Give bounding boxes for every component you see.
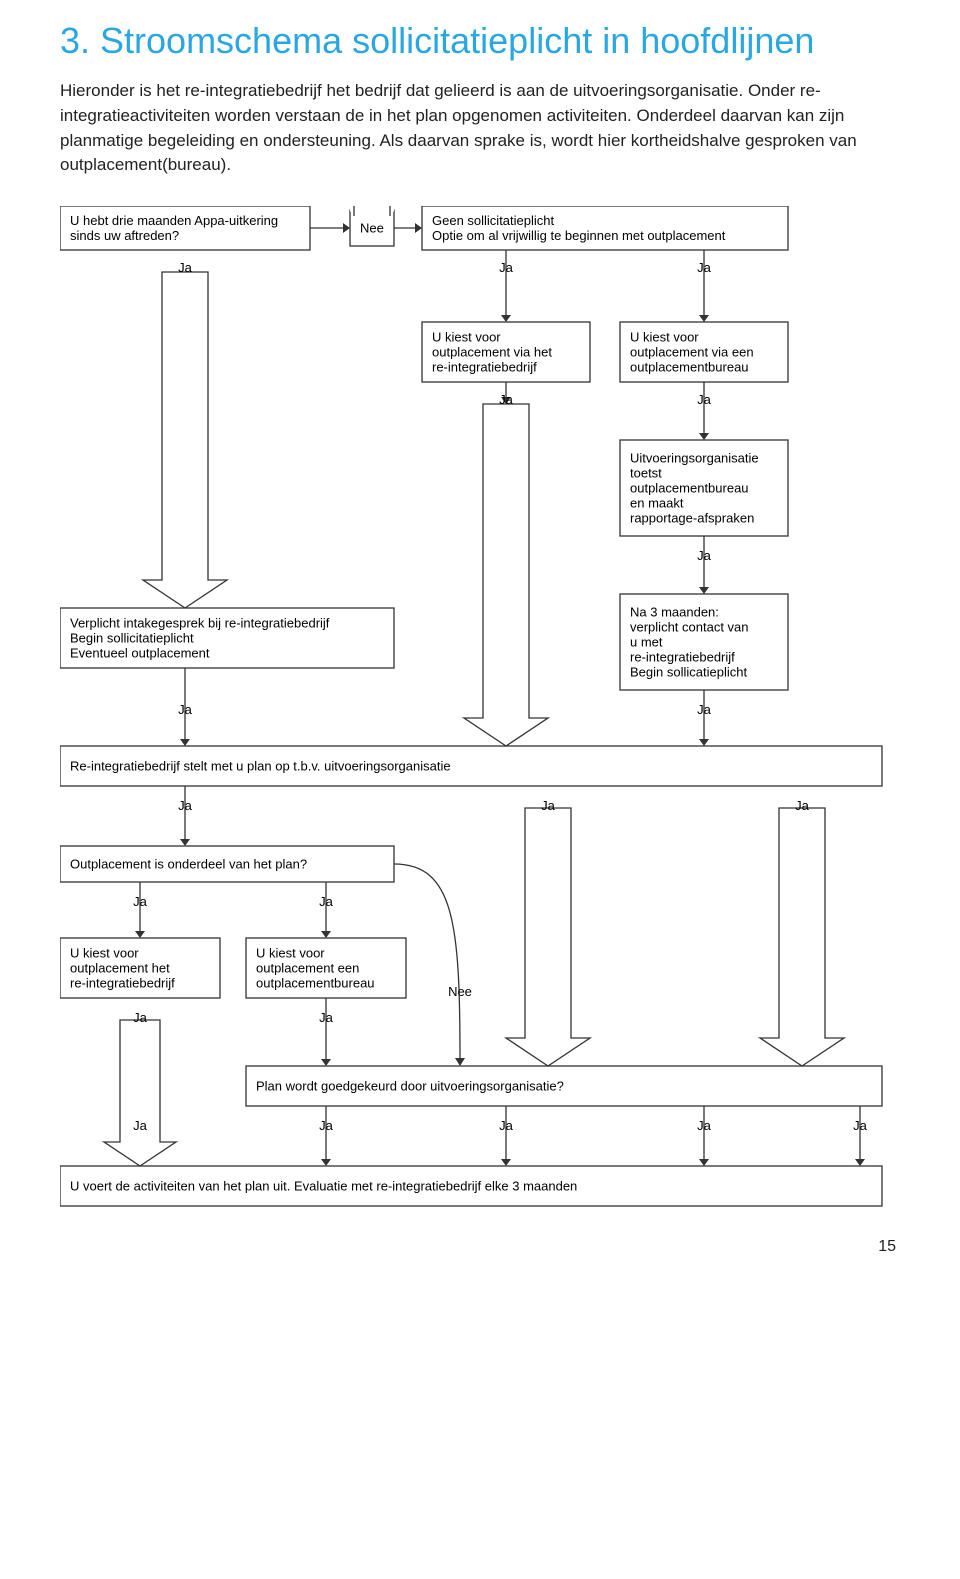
label-ja: Ja: [178, 798, 193, 813]
svg-text:outplacement via een: outplacement via een: [630, 344, 754, 359]
svg-text:U kiest voor: U kiest voor: [432, 329, 501, 344]
svg-text:Begin sollicatieplicht: Begin sollicatieplicht: [630, 664, 747, 679]
page-number: 15: [60, 1238, 900, 1256]
svg-text:Plan wordt goedgekeurd door ui: Plan wordt goedgekeurd door uitvoeringso…: [256, 1078, 564, 1093]
svg-text:toetst: toetst: [630, 465, 662, 480]
svg-text:Re-integratiebedrijf stelt met: Re-integratiebedrijf stelt met u plan op…: [70, 758, 451, 773]
svg-text:Verplicht intakegesprek bij re: Verplicht intakegesprek bij re-integrati…: [70, 615, 330, 630]
label-ja: Ja: [697, 392, 712, 407]
svg-text:U kiest voor: U kiest voor: [256, 945, 325, 960]
label-ja: Ja: [795, 798, 810, 813]
svg-text:outplacementbureau: outplacementbureau: [630, 480, 749, 495]
svg-text:outplacementbureau: outplacementbureau: [630, 359, 749, 374]
label-ja: Ja: [178, 260, 193, 275]
intro-paragraph: Hieronder is het re-integratiebedrijf he…: [60, 79, 900, 178]
svg-text:outplacement het: outplacement het: [70, 960, 170, 975]
flowchart-container: U hebt drie maanden Appa-uitkeringsinds …: [60, 206, 900, 1226]
label-ja: Ja: [853, 1118, 868, 1133]
label-ja: Ja: [499, 260, 514, 275]
label-nee: Nee: [448, 984, 472, 999]
svg-text:Uitvoeringsorganisatie: Uitvoeringsorganisatie: [630, 450, 759, 465]
svg-text:U kiest voor: U kiest voor: [70, 945, 139, 960]
svg-text:Nee: Nee: [360, 220, 384, 235]
label-ja: Ja: [133, 1010, 148, 1025]
svg-text:U kiest voor: U kiest voor: [630, 329, 699, 344]
big-arrow: [104, 1020, 176, 1166]
svg-text:re-integratiebedrijf: re-integratiebedrijf: [630, 649, 735, 664]
svg-text:outplacementbureau: outplacementbureau: [256, 975, 375, 990]
page-title: 3. Stroomschema sollicitatieplicht in ho…: [60, 20, 900, 61]
big-arrow: [464, 404, 548, 746]
svg-text:Geen sollicitatieplicht: Geen sollicitatieplicht: [432, 213, 555, 228]
svg-text:u met: u met: [630, 634, 663, 649]
svg-text:sinds uw aftreden?: sinds uw aftreden?: [70, 228, 179, 243]
svg-text:U hebt drie maanden Appa-uitke: U hebt drie maanden Appa-uitkering: [70, 213, 278, 228]
svg-text:Eventueel outplacement: Eventueel outplacement: [70, 645, 210, 660]
svg-text:Begin sollicitatieplicht: Begin sollicitatieplicht: [70, 630, 194, 645]
label-ja: Ja: [178, 702, 193, 717]
svg-text:U voert de activiteiten van he: U voert de activiteiten van het plan uit…: [70, 1178, 577, 1193]
svg-text:re-integratiebedrijf: re-integratiebedrijf: [70, 975, 175, 990]
label-ja: Ja: [319, 1118, 334, 1133]
svg-text:verplicht contact van: verplicht contact van: [630, 619, 749, 634]
label-ja: Ja: [319, 1010, 334, 1025]
label-ja: Ja: [499, 1118, 514, 1133]
big-arrow: [760, 808, 844, 1066]
big-arrow: [143, 272, 227, 608]
svg-text:rapportage-afspraken: rapportage-afspraken: [630, 510, 754, 525]
svg-text:outplacement via het: outplacement via het: [432, 344, 552, 359]
label-ja: Ja: [499, 392, 514, 407]
big-arrow: [506, 808, 590, 1066]
svg-text:Na 3 maanden:: Na 3 maanden:: [630, 604, 719, 619]
flowchart-svg: U hebt drie maanden Appa-uitkeringsinds …: [60, 206, 900, 1226]
label-ja: Ja: [319, 894, 334, 909]
label-ja: Ja: [697, 1118, 712, 1133]
svg-text:Optie om al vrijwillig te begi: Optie om al vrijwillig te beginnen met o…: [432, 228, 726, 243]
label-ja: Ja: [541, 798, 556, 813]
label-ja: Ja: [697, 702, 712, 717]
label-ja: Ja: [133, 894, 148, 909]
svg-text:re-integratiebedrijf: re-integratiebedrijf: [432, 359, 537, 374]
label-ja: Ja: [697, 548, 712, 563]
svg-text:outplacement een: outplacement een: [256, 960, 359, 975]
label-ja: Ja: [697, 260, 712, 275]
label-ja: Ja: [133, 1118, 148, 1133]
svg-text:en maakt: en maakt: [630, 495, 684, 510]
svg-text:Outplacement is onderdeel van: Outplacement is onderdeel van het plan?: [70, 856, 307, 871]
